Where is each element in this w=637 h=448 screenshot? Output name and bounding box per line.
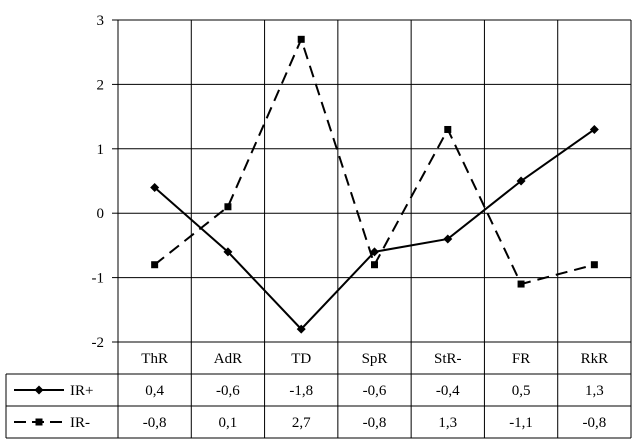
series-line-2 — [154, 36, 595, 286]
table-value: -0,4 — [436, 383, 460, 399]
series-line-1 — [153, 128, 595, 331]
y-tick-label: 2 — [97, 77, 105, 93]
y-tick-label: 0 — [97, 206, 105, 222]
y-tick-label: -1 — [92, 271, 105, 287]
series-1-point — [516, 176, 526, 186]
series-2-point — [371, 261, 378, 269]
table-value: 2,7 — [292, 415, 311, 431]
legend-key-marker-2 — [35, 418, 43, 426]
table-value: 0,4 — [145, 383, 164, 399]
series-2-point — [297, 35, 305, 43]
x-category-label: FR — [512, 351, 530, 367]
x-category-label: StR- — [434, 351, 462, 367]
x-category-label: SpR — [362, 351, 388, 367]
y-tick-label: 1 — [97, 142, 105, 158]
series-1-point — [223, 247, 233, 257]
table-value: -0,8 — [143, 415, 167, 431]
table-value: -1,8 — [289, 383, 313, 399]
x-category-label: TD — [291, 351, 311, 367]
table-value: -0,8 — [582, 415, 606, 431]
table-value: -0,6 — [216, 383, 240, 399]
series-1-point — [370, 247, 379, 257]
legend-label: IR- — [70, 415, 90, 431]
legend-key-marker-1 — [34, 385, 44, 395]
series-2-point — [151, 261, 159, 269]
y-tick-label: 3 — [97, 13, 105, 29]
table-value: 1,3 — [585, 383, 604, 399]
series-1-point — [443, 234, 453, 244]
series-1-point — [589, 124, 599, 134]
table-value: 1,3 — [438, 415, 457, 431]
table-value: 0,1 — [219, 415, 238, 431]
y-tick-label: -2 — [92, 335, 105, 351]
table-value: -1,1 — [509, 415, 533, 431]
series-1-point — [296, 324, 306, 334]
series-2-point — [517, 280, 525, 288]
series-2-point — [590, 261, 598, 269]
x-category-label: RkR — [581, 351, 609, 367]
x-category-label: ThR — [141, 351, 168, 367]
series-2-point — [224, 203, 232, 211]
series-1-point — [150, 182, 160, 192]
series-2-point — [444, 125, 452, 133]
legend-label: IR+ — [70, 383, 93, 399]
table-value: -0,6 — [363, 383, 387, 399]
x-category-label: AdR — [214, 351, 242, 367]
table-value: -0,8 — [363, 415, 387, 431]
table-value: 0,5 — [512, 383, 531, 399]
